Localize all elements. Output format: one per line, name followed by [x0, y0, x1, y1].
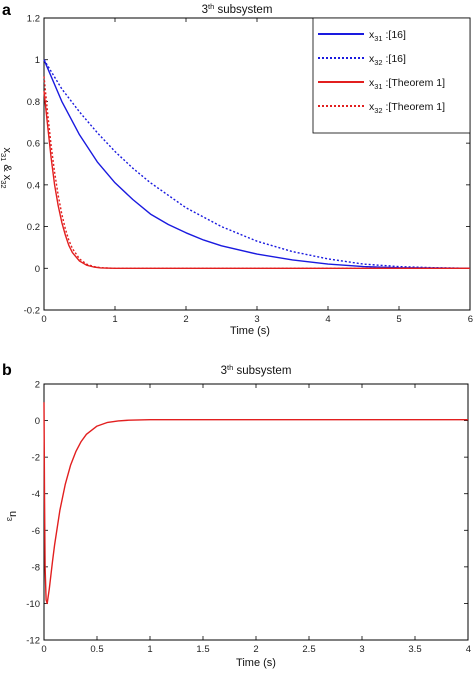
panel-a-y-axis-label: x31 & x32 — [0, 147, 13, 188]
panel-a-y-tick-label: 0.4 — [27, 180, 40, 191]
panel-a-legend: x31 :[16] x32 :[16] x31 :[Theorem 1] x32… — [312, 17, 471, 134]
panel-b-x-tick-label: 2 — [253, 644, 258, 655]
panel-b-x-tick-label: 0.5 — [90, 644, 103, 655]
panel-a-x-tick-label: 0 — [41, 314, 46, 325]
panel-b-x-tick-label: 0 — [41, 644, 46, 655]
panel-b-series — [43, 402, 468, 605]
panel-a-series — [43, 59, 471, 269]
panel-b-y-ticks: -12 -10 -8 -6 -4 -2 0 2 — [26, 380, 468, 647]
panel-b-y-tick-label: -12 — [26, 636, 40, 647]
legend-box — [312, 17, 471, 134]
legend-item-3: x31 :[Theorem 1] — [318, 77, 445, 91]
legend-item-2: x32 :[16] — [318, 53, 406, 67]
panel-b-y-tick-label: -8 — [32, 562, 40, 573]
panel-b-x-tick-label: 1.5 — [196, 644, 209, 655]
panel-a-y-ticks: -0.2 0 0.2 0.4 0.6 0.8 1 1.2 — [24, 14, 470, 317]
panel-b: b 3th subsystem -12 -10 -8 -6 -4 -2 0 2 0 0.5 1 1.… — [2, 362, 471, 669]
panel-a-series-3-line — [43, 90, 470, 269]
panel-b-y-tick-label: -6 — [32, 526, 40, 537]
panel-a-x-axis-label: Time (s) — [230, 325, 270, 337]
panel-b-x-tick-label: 3 — [359, 644, 364, 655]
panel-a-x-tick-label: 4 — [325, 314, 330, 325]
panel-b-y-tick-label: -4 — [32, 489, 40, 500]
panel-b-series-1-line — [43, 402, 468, 605]
panel-b-y-tick-label: 0 — [35, 416, 40, 427]
panel-a-y-tick-label: 1 — [35, 55, 40, 66]
panel-b-x-tick-label: 4 — [466, 644, 471, 655]
panel-a-y-tick-label: -0.2 — [24, 306, 40, 317]
legend-label-3: x31 :[Theorem 1] — [369, 77, 445, 91]
panel-b-y-tick-label: -10 — [26, 599, 40, 610]
panel-b-x-tick-label: 1 — [147, 644, 152, 655]
panel-b-title: 3th subsystem — [221, 363, 292, 377]
panel-b-y-axis-label: u3 — [5, 511, 19, 521]
panel-a-y-tick-label: 0.2 — [27, 222, 40, 233]
panel-b-label: b — [2, 362, 12, 379]
legend-label-4: x32 :[Theorem 1] — [369, 101, 445, 115]
panel-a-x-tick-label: 1 — [112, 314, 117, 325]
panel-a-y-tick-label: 0.8 — [27, 97, 40, 108]
panel-b-y-tick-label: 2 — [35, 380, 40, 391]
panel-a-x-tick-label: 3 — [254, 314, 259, 325]
legend-label-2: x32 :[16] — [369, 53, 406, 67]
panel-b-x-ticks: 0 0.5 1 1.5 2 2.5 3 3.5 4 — [41, 384, 471, 655]
panel-a-y-tick-label: 0 — [35, 264, 40, 275]
panel-a-x-tick-label: 2 — [183, 314, 188, 325]
panel-a-y-tick-label: 0.6 — [27, 139, 40, 150]
panel-a-x-tick-label: 5 — [396, 314, 401, 325]
panel-a-label: a — [2, 2, 11, 19]
panel-a-series-1-line — [43, 59, 471, 269]
panel-a-series-2-line — [43, 59, 471, 269]
legend-item-1: x31 :[16] — [318, 29, 406, 43]
panel-b-x-tick-label: 2.5 — [302, 644, 315, 655]
panel-a-x-tick-label: 6 — [468, 314, 473, 325]
legend-item-4: x32 :[Theorem 1] — [318, 101, 445, 115]
panel-b-x-tick-label: 3.5 — [408, 644, 421, 655]
panel-a-title: 3th subsystem — [202, 2, 273, 16]
panel-a-y-tick-label: 1.2 — [27, 14, 40, 25]
legend-label-1: x31 :[16] — [369, 29, 406, 43]
panel-b-y-tick-label: -2 — [32, 453, 40, 464]
panel-b-x-axis-label: Time (s) — [236, 657, 276, 669]
